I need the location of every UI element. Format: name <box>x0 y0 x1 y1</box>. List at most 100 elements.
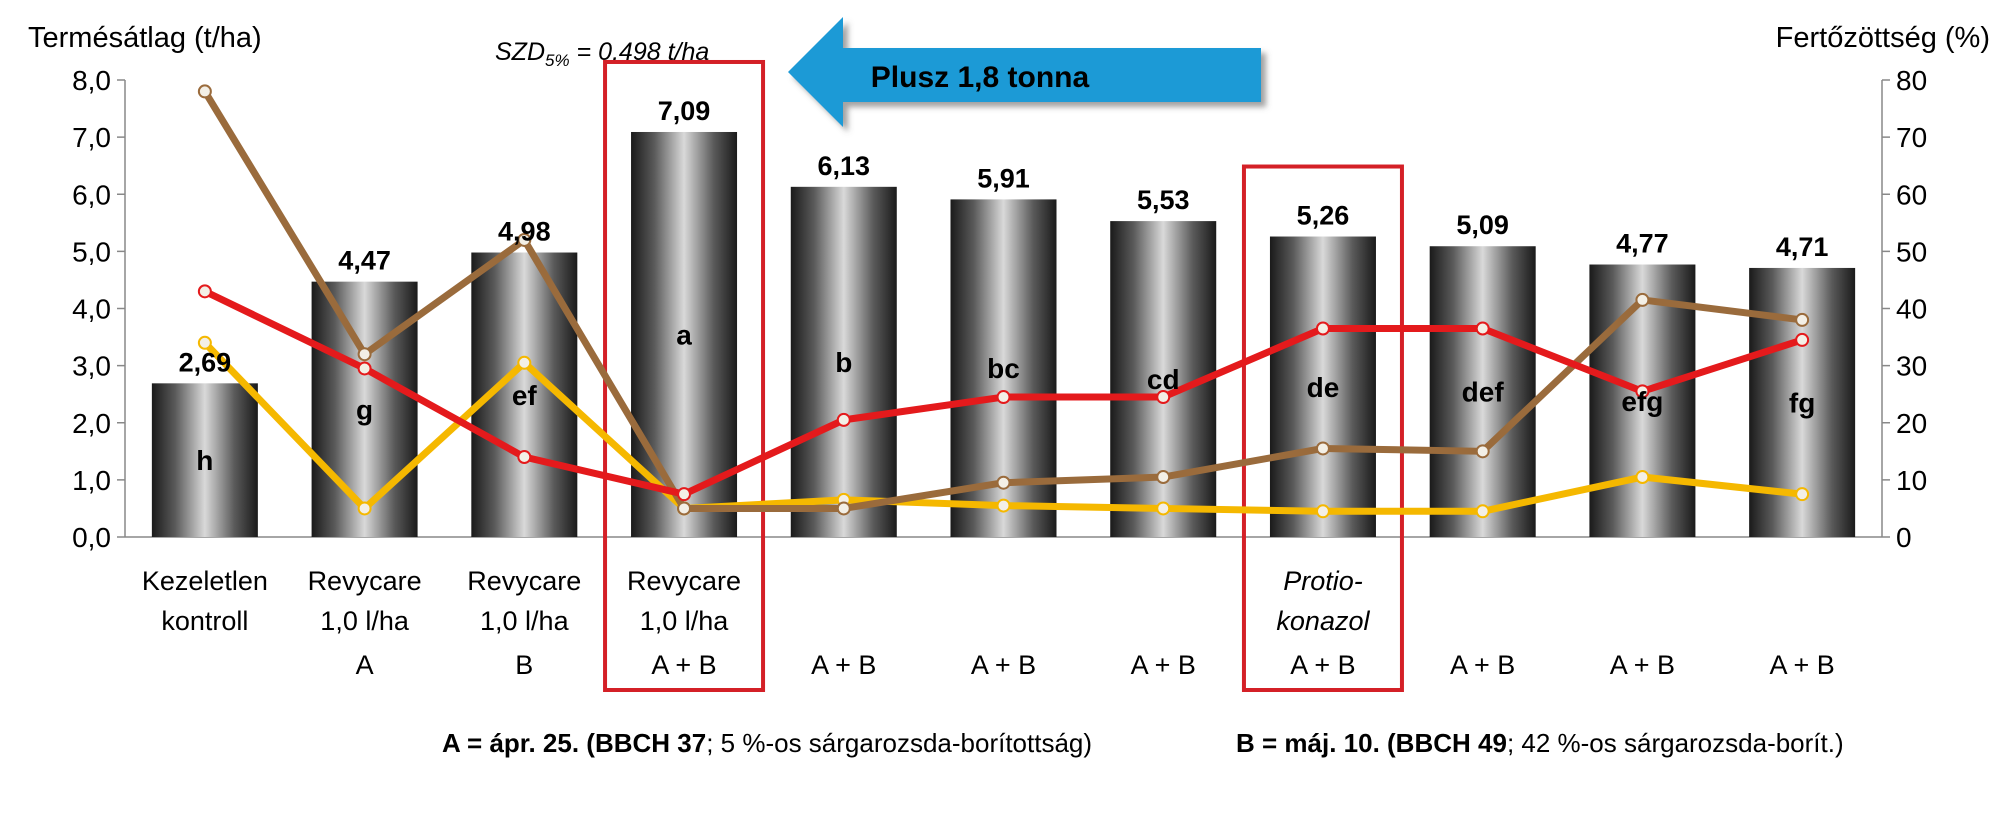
line-point <box>996 498 1011 513</box>
category-label: 1,0 l/ha <box>640 606 730 636</box>
category-label: B <box>515 650 533 680</box>
szd-annotation: SZD5% = 0,498 t/ha <box>495 38 709 70</box>
value-label: 4,77 <box>1616 229 1669 259</box>
line-point <box>197 284 212 299</box>
bar <box>1429 246 1536 537</box>
footnote-b: B = máj. 10. (BBCH 49; 42 %-os sárgarozs… <box>1236 728 1844 758</box>
group-letter: b <box>835 347 852 378</box>
group-letter: bc <box>987 353 1020 384</box>
arrow-text: Plusz 1,8 tonna <box>871 61 1090 94</box>
category-label: Revycare <box>467 566 581 596</box>
value-label: 6,13 <box>817 151 870 181</box>
value-label: 7,09 <box>658 96 711 126</box>
value-label: 4,47 <box>338 246 391 276</box>
left-tick-label: 7,0 <box>72 122 111 153</box>
group-letter: ef <box>512 380 538 411</box>
left-tick-label: 1,0 <box>72 465 111 496</box>
bar <box>151 383 258 537</box>
category-label: A + B <box>1769 650 1834 680</box>
line-point <box>1475 444 1490 459</box>
right-tick-label: 10 <box>1896 465 1927 496</box>
left-tick-label: 0,0 <box>72 522 111 553</box>
category-label: konazol <box>1276 606 1370 636</box>
category-label: A + B <box>1131 650 1196 680</box>
right-tick-label: 40 <box>1896 294 1927 325</box>
line-point <box>996 475 1011 490</box>
line-point <box>1635 292 1650 307</box>
arrow-shape <box>788 17 1261 127</box>
right-tick-label: 30 <box>1896 351 1927 382</box>
bar <box>631 131 738 537</box>
group-letter: fg <box>1789 387 1815 418</box>
improvement-arrow <box>788 17 1261 127</box>
line-point <box>1315 321 1330 336</box>
right-tick-label: 0 <box>1896 522 1912 553</box>
line-point <box>1315 504 1330 519</box>
right-tick-label: 20 <box>1896 408 1927 439</box>
axes: 0,0 1,0 2,0 3,0 4,0 5,0 6,0 7,0 8,0 0 10 20 30 40 50 60… <box>72 65 1927 553</box>
left-tick-label: 5,0 <box>72 236 111 267</box>
category-labels: Kezeletlen kontroll Revycare 1,0 l/ha A Revyc… <box>142 566 1835 680</box>
bar <box>311 281 418 537</box>
category-label: A <box>356 650 374 680</box>
bar <box>1269 236 1376 537</box>
line-point <box>197 335 212 350</box>
line-point <box>1635 470 1650 485</box>
left-axis-title: Termésátlag (t/ha) <box>28 22 262 54</box>
value-labels: 2,69 h 4,47 g 4,98 ef 7,09 a 6,13 b 5,91 bc 5,53 cd 5,… <box>179 96 1829 476</box>
group-letter: def <box>1462 377 1505 408</box>
line-point <box>357 347 372 362</box>
right-tick-label: 60 <box>1896 179 1927 210</box>
right-tick-label: 80 <box>1896 65 1927 96</box>
category-label: kontroll <box>161 606 248 636</box>
group-letter: de <box>1307 372 1340 403</box>
category-label: 1,0 l/ha <box>480 606 570 636</box>
line-point <box>836 501 851 516</box>
footnote-a-rest: ; 5 %-os sárgarozsda-borítottság) <box>706 728 1092 758</box>
category-label: Protio- <box>1283 566 1363 596</box>
line-point <box>1156 390 1171 405</box>
line-point <box>1795 332 1810 347</box>
category-label: 1,0 l/ha <box>320 606 410 636</box>
footnote-b-rest: ; 42 %-os sárgarozsda-borít.) <box>1507 728 1844 758</box>
line-point <box>1156 470 1171 485</box>
line-point <box>1156 501 1171 516</box>
category-label: Revycare <box>308 566 422 596</box>
category-label: A + B <box>971 650 1036 680</box>
line-point <box>836 412 851 427</box>
group-letter: g <box>356 394 373 425</box>
line-point <box>1635 384 1650 399</box>
line-point <box>1475 321 1490 336</box>
category-label: A + B <box>1290 650 1355 680</box>
category-label: A + B <box>1610 650 1675 680</box>
line-point <box>357 361 372 376</box>
infection-lines <box>197 84 1810 519</box>
highlight-box <box>1241 164 1404 692</box>
line-point <box>1315 441 1330 456</box>
value-label: 5,53 <box>1137 185 1190 215</box>
footnote-b-bold: B = máj. 10. (BBCH 49 <box>1236 728 1507 758</box>
category-label: A + B <box>811 650 876 680</box>
line-point <box>197 84 212 99</box>
bar <box>790 186 897 538</box>
footnote-a: A = ápr. 25. (BBCH 37; 5 %-os sárgarozsd… <box>442 728 1092 758</box>
group-letter: cd <box>1147 364 1180 395</box>
group-letter: h <box>196 445 213 476</box>
line-point <box>677 487 692 502</box>
line-point <box>677 501 692 516</box>
line-point <box>1795 487 1810 502</box>
value-label: 5,91 <box>977 163 1030 193</box>
left-tick-label: 3,0 <box>72 351 111 382</box>
line-point <box>517 355 532 370</box>
right-tick-label: 70 <box>1896 122 1927 153</box>
category-label: Revycare <box>627 566 741 596</box>
left-tick-label: 4,0 <box>72 294 111 325</box>
category-label: Kezeletlen <box>142 566 268 596</box>
line-point <box>357 501 372 516</box>
left-tick-label: 6,0 <box>72 179 111 210</box>
bar <box>1589 264 1696 537</box>
right-axis-title: Fertőzöttség (%) <box>1776 22 1990 54</box>
value-label: 2,69 <box>179 347 232 377</box>
line-point <box>996 390 1011 405</box>
line-point <box>1475 504 1490 519</box>
